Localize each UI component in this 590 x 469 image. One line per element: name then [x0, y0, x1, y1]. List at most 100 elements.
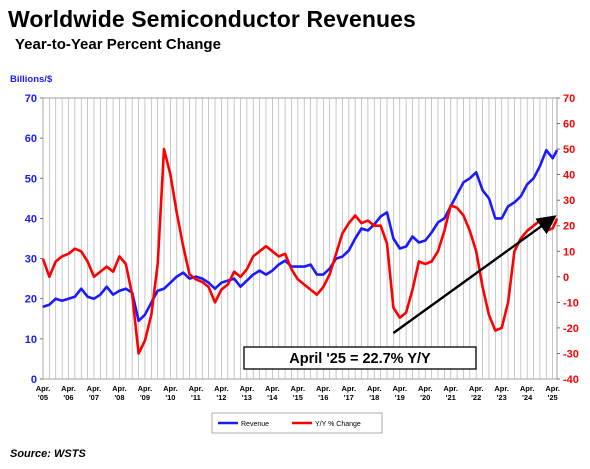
revenue-point — [532, 177, 535, 179]
revenue-point — [259, 270, 261, 272]
yoy-point — [271, 250, 273, 252]
y-right-tick-label: 20 — [563, 221, 575, 233]
x-tick-label: '22 — [471, 393, 481, 402]
yoy-point — [437, 250, 439, 252]
yoy-point — [348, 222, 350, 224]
yoy-point — [545, 230, 547, 232]
yoy-point — [322, 286, 324, 288]
revenue-point — [55, 298, 57, 300]
revenue-point — [360, 227, 363, 230]
revenue-point — [341, 255, 344, 258]
revenue-point — [462, 181, 465, 183]
yoy-point — [112, 271, 114, 273]
yoy-point — [86, 260, 89, 263]
x-tick-label: Apr. — [265, 384, 280, 393]
y-right-tick-label: 50 — [563, 144, 575, 156]
yoy-point — [93, 276, 95, 278]
yoy-point — [373, 225, 375, 227]
x-tick-label: '18 — [369, 393, 379, 402]
x-tick-label: '11 — [191, 393, 201, 402]
y-right-tick-label: 60 — [563, 119, 575, 131]
y-left-tick-label: 20 — [25, 294, 37, 306]
revenue-point — [494, 217, 496, 220]
revenue-point — [520, 195, 522, 197]
x-tick-label: Apr. — [392, 384, 407, 393]
revenue-point — [513, 201, 516, 203]
x-tick-label: '13 — [242, 393, 252, 402]
yoy-point — [252, 255, 254, 257]
yoy-point — [520, 237, 522, 240]
yoy-point — [341, 232, 344, 234]
y-left-tick-label: 50 — [25, 173, 37, 185]
chart-subtitle: Year-to-Year Percent Change — [15, 36, 221, 53]
yoy-point — [380, 225, 382, 227]
revenue-point — [233, 278, 235, 280]
yoy-point — [513, 250, 516, 252]
x-tick-label: '15 — [293, 393, 303, 402]
x-tick-label: '19 — [395, 393, 405, 402]
y-left-tick-label: 10 — [25, 334, 37, 346]
revenue-series-line — [42, 148, 559, 323]
revenue-point — [48, 304, 50, 306]
x-tick-label: Apr. — [240, 384, 255, 393]
yoy-point — [297, 278, 299, 280]
revenue-point — [169, 282, 172, 284]
revenue-point — [367, 229, 369, 232]
yoy-point — [227, 283, 229, 286]
yoy-point — [405, 311, 407, 314]
yoy-point — [335, 253, 337, 255]
y-right-tick-label: -30 — [563, 348, 579, 360]
yoy-point — [157, 263, 159, 265]
revenue-point — [61, 300, 63, 302]
y-right-tick-label: -40 — [563, 374, 579, 386]
x-tick-label: Apr. — [316, 384, 331, 393]
revenue-point — [239, 286, 242, 288]
yoy-point — [176, 212, 178, 214]
yoy-point — [443, 230, 445, 232]
yoy-point — [450, 204, 452, 206]
yoy-point — [411, 288, 414, 291]
yoy-point — [481, 286, 484, 288]
revenue-point — [424, 239, 426, 242]
y-right-tick-label: 70 — [563, 93, 575, 105]
yoy-point — [80, 250, 82, 252]
revenue-point — [74, 296, 76, 298]
yoy-point — [106, 266, 108, 268]
revenue-point — [265, 274, 267, 276]
revenue-point — [278, 263, 280, 266]
yoy-point — [99, 271, 101, 273]
yoy-point — [501, 327, 503, 329]
yoy-point — [469, 230, 471, 232]
revenue-point — [284, 259, 286, 262]
x-tick-label: Apr. — [418, 384, 433, 393]
yoy-point — [208, 286, 210, 288]
yoy-point — [532, 225, 535, 227]
y-left-tick-label: 30 — [25, 254, 37, 266]
yoy-point — [74, 248, 76, 250]
x-tick-label: Apr. — [367, 384, 382, 393]
x-tick-label: '16 — [318, 393, 328, 402]
yoy-point — [367, 220, 369, 222]
revenue-point — [469, 177, 471, 179]
yoy-point — [488, 314, 490, 316]
x-tick-label: Apr. — [36, 384, 51, 393]
revenue-point — [67, 298, 70, 300]
revenue-point — [303, 266, 305, 268]
yoy-point — [259, 250, 261, 252]
yoy-point — [188, 273, 191, 275]
yoy-point — [278, 255, 280, 257]
yoy-point — [265, 245, 267, 247]
revenue-point — [348, 249, 350, 252]
revenue-point — [271, 270, 273, 272]
x-tick-label: '21 — [446, 393, 456, 402]
yoy-point — [526, 230, 528, 232]
yoy-point — [431, 260, 433, 263]
y-left-tick-label: 0 — [31, 374, 37, 386]
y-right-tick-label: 0 — [563, 272, 569, 284]
yoy-point — [118, 255, 121, 257]
x-tick-label: '07 — [89, 393, 99, 402]
x-tick-label: Apr. — [214, 384, 229, 393]
y-right-tick-label: 30 — [563, 195, 575, 207]
revenue-point — [475, 171, 477, 173]
revenue-point — [99, 294, 101, 296]
